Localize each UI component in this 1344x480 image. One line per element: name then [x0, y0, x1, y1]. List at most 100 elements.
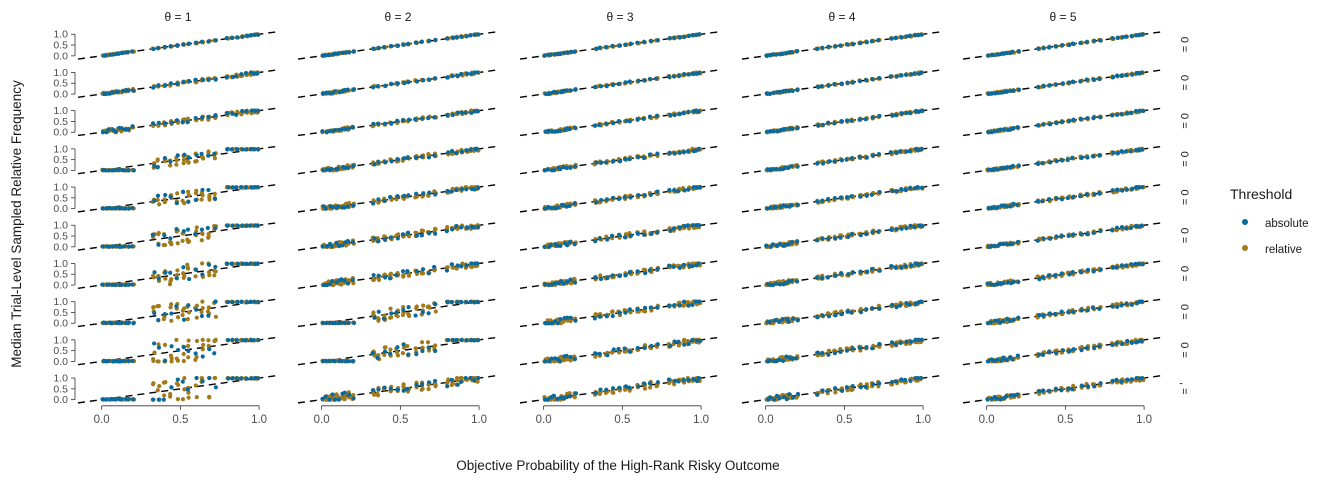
data-point-absolute — [849, 194, 854, 199]
data-point-absolute — [244, 376, 249, 381]
data-point-absolute — [256, 108, 261, 113]
data-point-absolute — [206, 39, 211, 44]
data-point-absolute — [420, 267, 426, 272]
data-point-absolute — [904, 34, 909, 39]
data-point-absolute — [226, 185, 231, 190]
data-point-absolute — [770, 242, 775, 247]
data-point-absolute — [248, 147, 254, 152]
data-point-absolute — [459, 337, 464, 343]
data-point-absolute — [371, 272, 376, 278]
data-point-relative — [185, 317, 190, 322]
data-point-absolute — [546, 204, 551, 210]
facet-panel — [741, 30, 943, 60]
data-point-absolute — [681, 150, 686, 155]
data-point-absolute — [686, 72, 691, 77]
data-point-absolute — [819, 276, 825, 281]
facet-panel — [741, 260, 943, 289]
data-point-absolute — [864, 193, 869, 198]
data-point-absolute — [876, 229, 881, 234]
facet-panel — [77, 374, 279, 404]
facet-panel — [77, 30, 279, 60]
data-point-relative — [199, 238, 204, 243]
data-point-absolute — [464, 148, 469, 153]
data-point-absolute — [623, 42, 628, 47]
data-point-absolute — [894, 189, 899, 194]
data-point-absolute — [414, 233, 419, 238]
data-point-absolute — [865, 269, 870, 274]
data-point-absolute — [382, 237, 387, 242]
data-point-absolute — [610, 82, 616, 87]
data-point-absolute — [622, 346, 627, 351]
data-point-absolute — [229, 261, 234, 266]
data-point-absolute — [426, 345, 431, 350]
data-point-absolute — [909, 72, 914, 77]
data-point-absolute — [839, 158, 844, 163]
data-point-absolute — [182, 152, 187, 157]
data-point-absolute — [604, 84, 609, 89]
data-point-absolute — [119, 397, 124, 402]
data-point-relative — [199, 375, 204, 381]
data-point-absolute — [627, 385, 632, 390]
data-point-absolute — [206, 187, 211, 193]
data-point-absolute — [152, 198, 157, 203]
data-point-absolute — [573, 391, 579, 396]
data-point-absolute — [472, 32, 477, 37]
data-point-relative — [401, 274, 406, 279]
data-point-absolute — [206, 262, 212, 267]
data-point-absolute — [1091, 77, 1096, 82]
data-point-absolute — [889, 340, 895, 345]
data-point-absolute — [913, 301, 918, 306]
data-point-absolute — [655, 189, 660, 194]
data-point-relative — [169, 359, 174, 364]
data-point-absolute — [907, 302, 912, 307]
data-point-absolute — [919, 185, 925, 191]
data-point-absolute — [893, 342, 898, 347]
data-point-absolute — [564, 394, 569, 400]
data-point-absolute — [113, 397, 118, 402]
data-point-absolute — [888, 150, 893, 155]
data-point-absolute — [168, 236, 173, 241]
facet-panel — [519, 183, 721, 213]
data-point-absolute — [915, 184, 920, 190]
facet-panel — [519, 107, 721, 137]
data-point-absolute — [252, 71, 257, 76]
data-point-absolute — [168, 270, 173, 275]
data-point-absolute — [668, 343, 673, 349]
data-point-absolute — [256, 147, 261, 152]
data-point-absolute — [690, 32, 695, 38]
data-point-relative — [627, 388, 632, 393]
data-point-absolute — [151, 85, 156, 90]
data-point-relative — [420, 386, 425, 391]
data-point-absolute — [152, 163, 157, 168]
data-point-absolute — [890, 302, 895, 307]
data-point-absolute — [213, 299, 218, 304]
data-point-absolute — [234, 112, 239, 117]
data-point-absolute — [235, 223, 240, 228]
data-point-absolute — [1004, 51, 1009, 56]
facet-panel — [962, 107, 1164, 137]
data-point-absolute — [863, 384, 868, 390]
data-point-absolute — [243, 184, 248, 190]
data-point-absolute — [774, 166, 779, 172]
data-point-absolute — [676, 379, 681, 384]
data-point-absolute — [690, 223, 695, 228]
data-point-absolute — [249, 32, 254, 38]
data-point-absolute — [234, 337, 239, 343]
data-point-absolute — [181, 345, 186, 350]
data-point-absolute — [400, 232, 406, 237]
data-point-absolute — [832, 386, 838, 391]
data-point-relative — [200, 347, 205, 352]
data-point-absolute — [864, 155, 869, 160]
data-point-relative — [181, 275, 186, 280]
data-point-absolute — [690, 71, 695, 76]
data-point-absolute — [207, 347, 212, 352]
data-point-absolute — [642, 381, 647, 386]
data-point-absolute — [616, 81, 621, 87]
data-point-relative — [186, 395, 191, 400]
data-point-absolute — [174, 226, 179, 232]
data-point-absolute — [174, 201, 179, 206]
data-point-relative — [199, 309, 204, 315]
data-point-relative — [182, 375, 187, 381]
data-point-absolute — [465, 225, 470, 230]
data-point-absolute — [468, 299, 473, 304]
